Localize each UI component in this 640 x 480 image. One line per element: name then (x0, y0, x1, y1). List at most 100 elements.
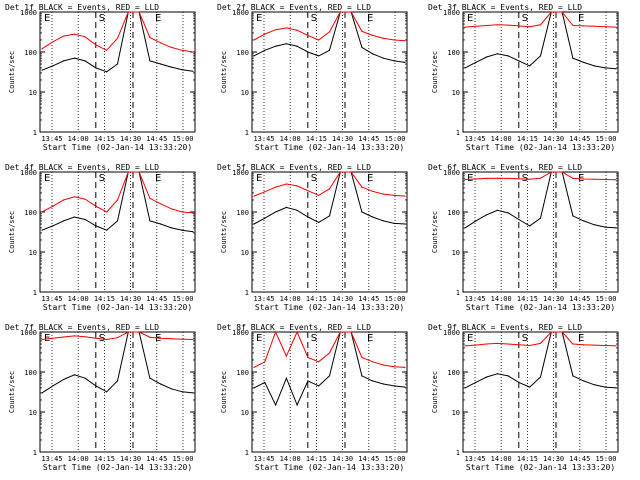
y-tick-label: 1000 (443, 9, 460, 17)
interval-marker-s: S (522, 13, 528, 24)
y-axis-label: Counts/sec (220, 211, 228, 253)
data-point-events (486, 376, 488, 378)
data-point-events (529, 65, 531, 67)
y-tick-label: 1 (456, 449, 460, 457)
data-point-events (170, 66, 172, 68)
x-tick-label: 15:00 (384, 295, 405, 303)
data-point-events (95, 225, 97, 227)
data-point-events (507, 55, 509, 57)
data-point-lld (285, 355, 287, 357)
x-tick-label: 13:45 (464, 455, 485, 463)
x-axis-label: Start Time (02-Jan-14 13:33:20) (466, 303, 615, 312)
data-point-events (464, 387, 466, 389)
data-point-events (181, 229, 183, 231)
x-tick-label: 14:30 (120, 455, 141, 463)
chart-title: Det 6f BLACK = Events, RED = LLD (428, 163, 582, 172)
data-point-events (583, 380, 585, 382)
data-point-lld (529, 344, 531, 347)
plot-frame (39, 171, 196, 293)
data-point-events (170, 227, 172, 229)
data-point-events (593, 384, 596, 386)
data-point-events (486, 214, 488, 216)
x-axis-label: Start Time (02-Jan-14 13:33:20) (43, 303, 192, 312)
data-point-lld (95, 337, 97, 339)
interval-marker-e: E (467, 13, 473, 24)
data-point-lld (350, 11, 352, 13)
data-point-events (464, 67, 466, 69)
x-tick-label: 14:45 (358, 295, 379, 303)
series-line-events (41, 11, 194, 73)
data-point-events (507, 212, 509, 214)
data-point-lld (572, 343, 574, 345)
data-point-lld (84, 336, 86, 338)
y-tick-label: 10 (452, 249, 460, 257)
data-point-lld (361, 30, 363, 32)
y-tick-label: 1 (33, 289, 37, 297)
interval-marker-e: E (256, 173, 262, 184)
x-tick-label: 14:00 (491, 135, 512, 143)
interval-marker-s: S (311, 333, 317, 344)
y-tick-label: 1000 (443, 169, 460, 177)
plot-frame (462, 11, 619, 133)
x-tick-label: 14:45 (146, 295, 167, 303)
y-axis-label: Counts/sec (431, 211, 439, 253)
x-tick-label: 14:15 (517, 135, 538, 143)
data-point-lld (404, 195, 406, 197)
data-point-events (106, 391, 108, 393)
data-point-lld (496, 177, 498, 179)
data-point-events (116, 63, 119, 65)
x-tick-label: 15:00 (384, 135, 405, 143)
x-tick-label: 15:00 (172, 135, 193, 143)
interval-marker-e: E (155, 333, 161, 344)
interval-marker-e: E (256, 333, 262, 344)
data-point-events (160, 223, 162, 225)
data-point-lld (138, 11, 140, 13)
data-point-events (181, 391, 183, 393)
data-point-events (404, 223, 406, 225)
data-point-lld (192, 212, 194, 214)
data-point-lld (41, 48, 43, 50)
x-tick-label: 14:45 (569, 135, 590, 143)
x-tick-label: 13:45 (253, 135, 274, 143)
data-point-lld (507, 343, 509, 345)
x-tick-label: 15:00 (172, 295, 193, 303)
data-point-lld (583, 178, 585, 180)
data-point-events (372, 216, 374, 218)
data-point-events (318, 221, 320, 223)
data-point-lld (507, 177, 509, 179)
data-point-lld (84, 198, 86, 200)
data-point-lld (593, 344, 596, 346)
x-axis-label: Start Time (02-Jan-14 13:33:20) (466, 463, 615, 472)
data-point-events (285, 377, 287, 379)
chart-panel-4: Det 4f BLACK = Events, RED = LLD 1 10 100 10… (5, 163, 196, 312)
y-tick-label: 1000 (232, 9, 249, 17)
data-point-events (160, 383, 162, 385)
data-point-events (529, 225, 531, 227)
data-point-lld (73, 33, 75, 35)
y-tick-label: 100 (24, 369, 37, 377)
x-tick-label: 14:15 (517, 295, 538, 303)
interval-marker-e: E (467, 333, 473, 344)
data-point-events (73, 57, 75, 59)
data-point-events (41, 392, 43, 394)
data-point-lld (382, 364, 384, 366)
plot-frame (462, 171, 619, 293)
data-point-events (486, 56, 488, 58)
interval-marker-e: E (367, 333, 373, 344)
chart-title: Det 7f BLACK = Events, RED = LLD (5, 323, 159, 332)
data-point-lld (507, 24, 509, 26)
data-point-events (496, 53, 498, 55)
data-point-events (170, 388, 172, 390)
x-tick-label: 14:30 (543, 455, 564, 463)
x-tick-label: 14:30 (332, 455, 353, 463)
data-point-lld (475, 344, 477, 346)
series-line-lld (41, 331, 194, 341)
data-point-events (328, 49, 331, 51)
data-point-events (106, 71, 108, 73)
data-point-lld (138, 171, 140, 173)
y-axis-label: Counts/sec (431, 371, 439, 413)
x-tick-label: 14:30 (332, 295, 353, 303)
data-point-lld (486, 343, 488, 345)
data-point-lld (253, 39, 255, 41)
x-tick-label: 14:45 (569, 455, 590, 463)
